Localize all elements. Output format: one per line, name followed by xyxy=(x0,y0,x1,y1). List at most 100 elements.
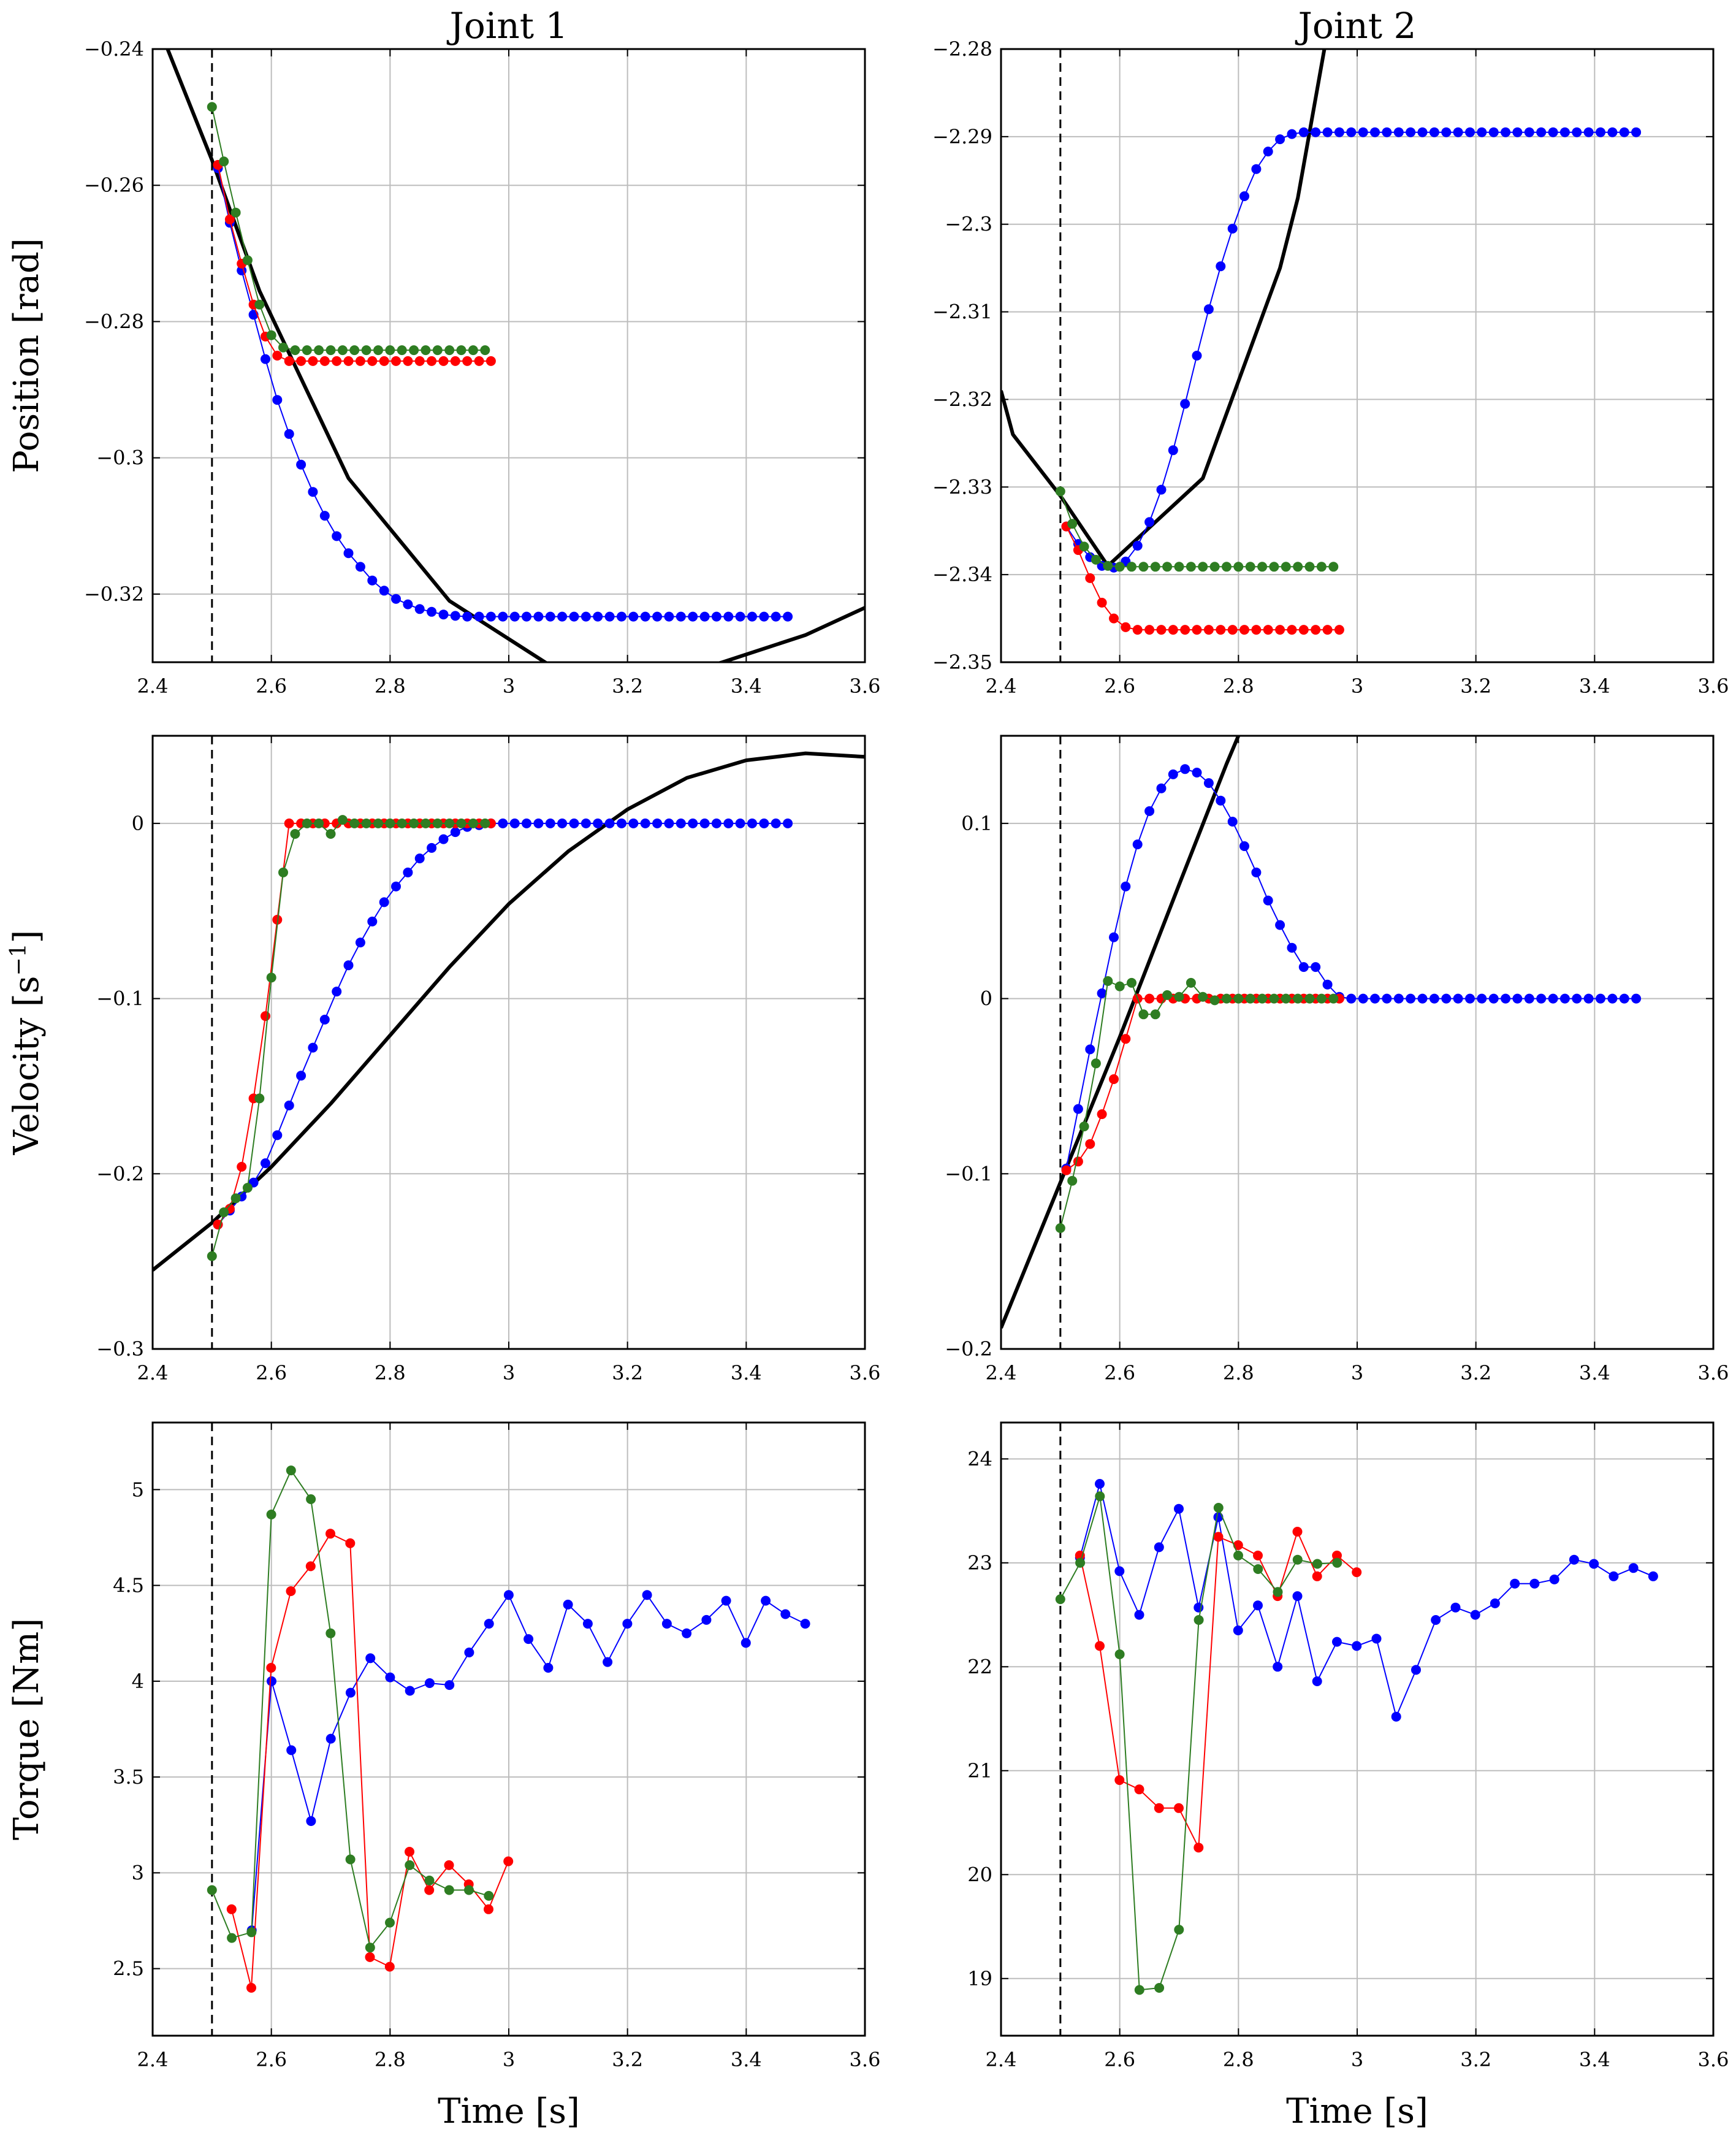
data-point-green xyxy=(1269,562,1279,572)
data-point-blue xyxy=(1298,962,1309,972)
data-point-green xyxy=(230,1193,241,1204)
data-point-blue xyxy=(1450,1602,1461,1613)
data-point-blue xyxy=(622,1619,633,1629)
data-point-red xyxy=(427,356,437,366)
data-point-red xyxy=(1180,625,1190,635)
data-point-green xyxy=(1316,562,1327,572)
x-tick-label: 3.6 xyxy=(850,1361,881,1385)
data-point-blue xyxy=(1251,867,1262,877)
data-point-blue xyxy=(355,938,365,948)
data-point-green xyxy=(1328,562,1339,572)
data-point-blue xyxy=(1371,1633,1382,1644)
x-tick-label: 2.4 xyxy=(986,1361,1017,1385)
data-point-red xyxy=(326,1529,335,1539)
data-point-blue xyxy=(403,599,413,609)
data-point-blue xyxy=(1332,1637,1342,1647)
y-tick-label: −0.2 xyxy=(96,1162,144,1185)
data-point-red xyxy=(1134,1784,1144,1795)
data-point-green xyxy=(246,1927,257,1938)
x-tick-label: 3 xyxy=(503,1361,515,1385)
data-point-green xyxy=(1213,1503,1224,1513)
data-point-red xyxy=(305,1561,316,1572)
panel-pos-j1: 2.4 2.6 2.8 3 3.2 3.4 3.6 −0.24 −0.26 −0.28 −0.3 −0… xyxy=(84,37,881,698)
data-point-blue xyxy=(1607,993,1618,1004)
data-point-red xyxy=(286,1586,296,1596)
y-axis-label: Torque [Nm] xyxy=(7,1618,47,1840)
data-point-red xyxy=(1192,625,1202,635)
data-point-green xyxy=(361,345,371,356)
data-point-blue xyxy=(543,1663,554,1673)
data-point-blue xyxy=(1524,993,1534,1004)
data-point-red xyxy=(1322,625,1333,635)
plot-area xyxy=(166,49,865,662)
data-point-blue xyxy=(438,834,449,844)
data-point-blue xyxy=(1216,261,1226,272)
x-tick-label: 3 xyxy=(1351,1361,1363,1385)
data-point-red xyxy=(391,356,401,366)
data-point-green xyxy=(1162,562,1173,572)
data-point-blue xyxy=(1334,127,1344,137)
data-point-red xyxy=(284,356,294,366)
data-point-blue xyxy=(1382,127,1392,137)
data-point-green xyxy=(365,1942,375,1953)
x-tick-label: 2.4 xyxy=(137,1361,169,1385)
data-point-green xyxy=(1233,562,1244,572)
data-point-blue xyxy=(1529,1578,1540,1589)
data-point-red xyxy=(1095,1641,1105,1651)
data-point-blue xyxy=(367,575,378,586)
x-tick-label: 2.6 xyxy=(1104,674,1135,698)
x-tick-label: 3.4 xyxy=(731,674,762,698)
data-point-red xyxy=(1109,613,1119,624)
data-point-blue xyxy=(522,611,531,622)
data-point-green xyxy=(1075,1557,1086,1568)
data-point-green xyxy=(1245,562,1255,572)
data-point-green xyxy=(1209,562,1220,572)
x-tick-label: 2.4 xyxy=(137,674,169,698)
data-point-green xyxy=(1055,486,1065,497)
x-tick-label: 3.4 xyxy=(1579,1361,1610,1385)
data-point-red xyxy=(1287,625,1297,635)
y-tick-label: 0.1 xyxy=(961,812,992,835)
data-point-blue xyxy=(1275,134,1285,145)
data-point-green xyxy=(266,330,276,340)
data-point-blue xyxy=(1109,932,1119,942)
data-point-blue xyxy=(1470,1610,1480,1620)
data-point-blue xyxy=(1132,839,1143,850)
data-point-blue xyxy=(1441,993,1452,1004)
data-point-green xyxy=(290,829,300,839)
data-point-blue xyxy=(503,1590,514,1600)
data-point-blue xyxy=(1548,993,1558,1004)
data-point-blue xyxy=(1417,993,1428,1004)
data-point-red xyxy=(1174,1803,1184,1813)
data-point-blue xyxy=(1393,127,1404,137)
y-tick-label: −0.2 xyxy=(945,1337,992,1361)
panel-vel-j1: 2.4 2.6 2.8 3 3.2 3.4 3.6 0 −0.1 −0.2 −0.3 xyxy=(96,735,881,1385)
data-point-blue xyxy=(1549,1574,1559,1584)
data-point-red xyxy=(484,1904,493,1914)
data-point-blue xyxy=(664,611,674,622)
series-line-blue xyxy=(251,1594,806,1931)
data-point-blue xyxy=(498,611,508,622)
data-point-red xyxy=(1097,597,1107,608)
x-tick-label: 3.2 xyxy=(612,674,643,698)
data-point-blue xyxy=(1298,127,1309,137)
data-point-blue xyxy=(593,611,603,622)
y-tick-label: −2.31 xyxy=(932,300,992,324)
series-line-reference xyxy=(1001,736,1241,1329)
data-point-blue xyxy=(1572,127,1582,137)
x-tick-label: 3 xyxy=(1351,674,1363,698)
data-point-green xyxy=(468,345,478,356)
data-point-green xyxy=(464,1885,474,1895)
data-point-green xyxy=(326,345,336,356)
data-point-green xyxy=(290,345,300,356)
data-point-blue xyxy=(1488,993,1499,1004)
data-point-blue xyxy=(1097,988,1107,998)
y-tick-label: 22 xyxy=(967,1655,992,1678)
data-point-red xyxy=(1144,625,1155,635)
data-point-blue xyxy=(332,531,342,541)
y-tick-label: 20 xyxy=(967,1863,992,1886)
data-point-blue xyxy=(379,586,389,596)
data-point-red xyxy=(462,356,473,366)
data-point-green xyxy=(230,207,241,218)
